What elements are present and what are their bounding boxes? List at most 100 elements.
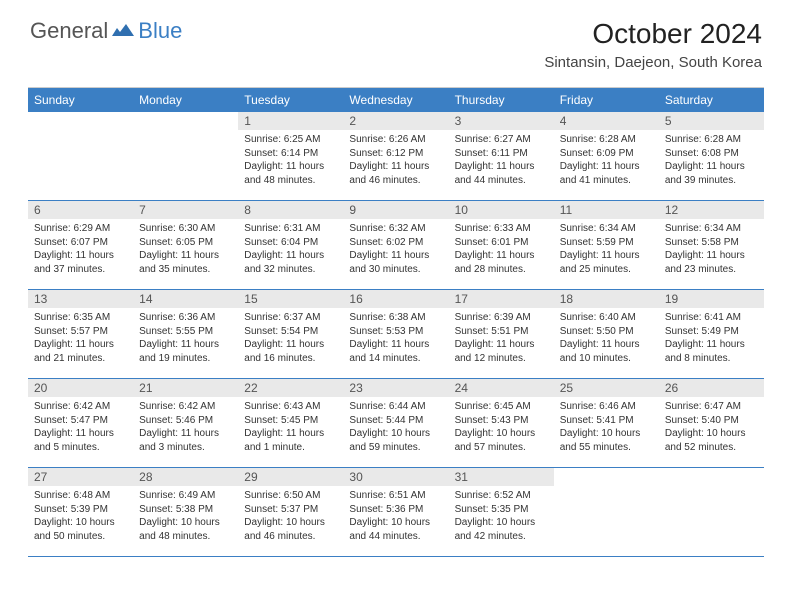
sunrise-text: Sunrise: 6:36 AM — [139, 311, 232, 325]
day-number: 31 — [449, 468, 554, 486]
calendar-day-cell: 23Sunrise: 6:44 AMSunset: 5:44 PMDayligh… — [343, 379, 448, 467]
calendar-day-cell: 9Sunrise: 6:32 AMSunset: 6:02 PMDaylight… — [343, 201, 448, 289]
weekday-header-cell: Saturday — [659, 88, 764, 112]
logo-flag-icon — [112, 20, 136, 43]
calendar-day-cell: 16Sunrise: 6:38 AMSunset: 5:53 PMDayligh… — [343, 290, 448, 378]
daylight-text: Daylight: 10 hours and 55 minutes. — [560, 427, 653, 454]
daylight-text: Daylight: 10 hours and 52 minutes. — [665, 427, 758, 454]
day-details: Sunrise: 6:46 AMSunset: 5:41 PMDaylight:… — [554, 397, 659, 460]
weekday-header-cell: Monday — [133, 88, 238, 112]
day-number: 18 — [554, 290, 659, 308]
calendar-day-cell: 14Sunrise: 6:36 AMSunset: 5:55 PMDayligh… — [133, 290, 238, 378]
daylight-text: Daylight: 11 hours and 8 minutes. — [665, 338, 758, 365]
sunset-text: Sunset: 6:01 PM — [455, 236, 548, 250]
daylight-text: Daylight: 10 hours and 46 minutes. — [244, 516, 337, 543]
sunset-text: Sunset: 5:53 PM — [349, 325, 442, 339]
sunset-text: Sunset: 5:51 PM — [455, 325, 548, 339]
sunrise-text: Sunrise: 6:43 AM — [244, 400, 337, 414]
calendar: SundayMondayTuesdayWednesdayThursdayFrid… — [28, 87, 764, 557]
day-number: 7 — [133, 201, 238, 219]
day-number: 29 — [238, 468, 343, 486]
day-details: Sunrise: 6:25 AMSunset: 6:14 PMDaylight:… — [238, 130, 343, 193]
sunrise-text: Sunrise: 6:28 AM — [665, 133, 758, 147]
day-details: Sunrise: 6:37 AMSunset: 5:54 PMDaylight:… — [238, 308, 343, 371]
sunset-text: Sunset: 5:39 PM — [34, 503, 127, 517]
daylight-text: Daylight: 11 hours and 39 minutes. — [665, 160, 758, 187]
daylight-text: Daylight: 11 hours and 12 minutes. — [455, 338, 548, 365]
calendar-day-cell: 25Sunrise: 6:46 AMSunset: 5:41 PMDayligh… — [554, 379, 659, 467]
day-details: Sunrise: 6:30 AMSunset: 6:05 PMDaylight:… — [133, 219, 238, 282]
sunset-text: Sunset: 5:46 PM — [139, 414, 232, 428]
day-number: 12 — [659, 201, 764, 219]
weekday-header-row: SundayMondayTuesdayWednesdayThursdayFrid… — [28, 88, 764, 112]
sunset-text: Sunset: 6:08 PM — [665, 147, 758, 161]
sunrise-text: Sunrise: 6:34 AM — [665, 222, 758, 236]
sunrise-text: Sunrise: 6:46 AM — [560, 400, 653, 414]
sunset-text: Sunset: 6:04 PM — [244, 236, 337, 250]
calendar-day-cell: 10Sunrise: 6:33 AMSunset: 6:01 PMDayligh… — [449, 201, 554, 289]
calendar-day-cell: 27Sunrise: 6:48 AMSunset: 5:39 PMDayligh… — [28, 468, 133, 556]
day-details: Sunrise: 6:32 AMSunset: 6:02 PMDaylight:… — [343, 219, 448, 282]
day-details: Sunrise: 6:34 AMSunset: 5:58 PMDaylight:… — [659, 219, 764, 282]
sunset-text: Sunset: 5:41 PM — [560, 414, 653, 428]
sunrise-text: Sunrise: 6:40 AM — [560, 311, 653, 325]
daylight-text: Daylight: 11 hours and 44 minutes. — [455, 160, 548, 187]
sunset-text: Sunset: 5:55 PM — [139, 325, 232, 339]
day-number: 22 — [238, 379, 343, 397]
day-number: 15 — [238, 290, 343, 308]
daylight-text: Daylight: 11 hours and 37 minutes. — [34, 249, 127, 276]
sunset-text: Sunset: 5:40 PM — [665, 414, 758, 428]
calendar-empty-cell — [133, 112, 238, 200]
day-number: 19 — [659, 290, 764, 308]
logo: General Blue — [30, 18, 182, 44]
day-number: 5 — [659, 112, 764, 130]
daylight-text: Daylight: 10 hours and 59 minutes. — [349, 427, 442, 454]
calendar-day-cell: 24Sunrise: 6:45 AMSunset: 5:43 PMDayligh… — [449, 379, 554, 467]
day-details: Sunrise: 6:38 AMSunset: 5:53 PMDaylight:… — [343, 308, 448, 371]
day-details: Sunrise: 6:52 AMSunset: 5:35 PMDaylight:… — [449, 486, 554, 549]
day-number: 13 — [28, 290, 133, 308]
sunrise-text: Sunrise: 6:45 AM — [455, 400, 548, 414]
day-details: Sunrise: 6:39 AMSunset: 5:51 PMDaylight:… — [449, 308, 554, 371]
day-details: Sunrise: 6:41 AMSunset: 5:49 PMDaylight:… — [659, 308, 764, 371]
sunrise-text: Sunrise: 6:33 AM — [455, 222, 548, 236]
daylight-text: Daylight: 10 hours and 48 minutes. — [139, 516, 232, 543]
sunrise-text: Sunrise: 6:50 AM — [244, 489, 337, 503]
daylight-text: Daylight: 11 hours and 14 minutes. — [349, 338, 442, 365]
weekday-header-cell: Thursday — [449, 88, 554, 112]
day-number: 16 — [343, 290, 448, 308]
sunrise-text: Sunrise: 6:25 AM — [244, 133, 337, 147]
day-number: 11 — [554, 201, 659, 219]
sunset-text: Sunset: 5:37 PM — [244, 503, 337, 517]
day-number: 25 — [554, 379, 659, 397]
daylight-text: Daylight: 11 hours and 5 minutes. — [34, 427, 127, 454]
sunrise-text: Sunrise: 6:52 AM — [455, 489, 548, 503]
day-number: 1 — [238, 112, 343, 130]
sunrise-text: Sunrise: 6:48 AM — [34, 489, 127, 503]
sunset-text: Sunset: 5:50 PM — [560, 325, 653, 339]
sunset-text: Sunset: 5:44 PM — [349, 414, 442, 428]
calendar-weeks: 1Sunrise: 6:25 AMSunset: 6:14 PMDaylight… — [28, 112, 764, 557]
daylight-text: Daylight: 11 hours and 41 minutes. — [560, 160, 653, 187]
day-number: 27 — [28, 468, 133, 486]
day-details: Sunrise: 6:44 AMSunset: 5:44 PMDaylight:… — [343, 397, 448, 460]
sunset-text: Sunset: 5:58 PM — [665, 236, 758, 250]
day-details: Sunrise: 6:42 AMSunset: 5:46 PMDaylight:… — [133, 397, 238, 460]
day-number: 3 — [449, 112, 554, 130]
sunset-text: Sunset: 6:05 PM — [139, 236, 232, 250]
calendar-day-cell: 17Sunrise: 6:39 AMSunset: 5:51 PMDayligh… — [449, 290, 554, 378]
sunset-text: Sunset: 5:35 PM — [455, 503, 548, 517]
logo-text-blue: Blue — [138, 18, 182, 44]
day-details: Sunrise: 6:50 AMSunset: 5:37 PMDaylight:… — [238, 486, 343, 549]
sunrise-text: Sunrise: 6:34 AM — [560, 222, 653, 236]
sunrise-text: Sunrise: 6:27 AM — [455, 133, 548, 147]
day-number: 9 — [343, 201, 448, 219]
day-number: 4 — [554, 112, 659, 130]
day-number: 14 — [133, 290, 238, 308]
daylight-text: Daylight: 11 hours and 21 minutes. — [34, 338, 127, 365]
calendar-week-row: 20Sunrise: 6:42 AMSunset: 5:47 PMDayligh… — [28, 379, 764, 468]
calendar-day-cell: 31Sunrise: 6:52 AMSunset: 5:35 PMDayligh… — [449, 468, 554, 556]
daylight-text: Daylight: 11 hours and 28 minutes. — [455, 249, 548, 276]
sunrise-text: Sunrise: 6:30 AM — [139, 222, 232, 236]
sunrise-text: Sunrise: 6:49 AM — [139, 489, 232, 503]
